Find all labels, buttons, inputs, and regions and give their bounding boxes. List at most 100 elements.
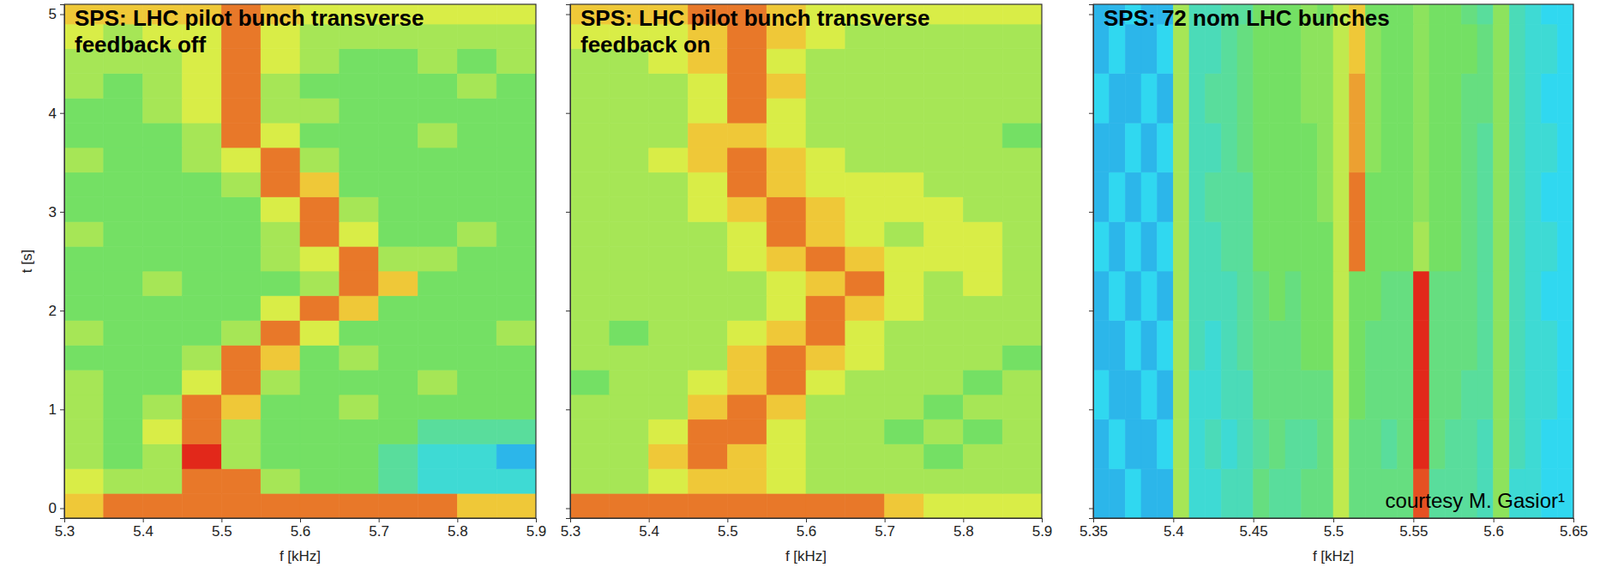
cell [496,172,536,198]
cell [649,197,689,223]
cell [1349,172,1366,223]
tick [565,211,571,213]
cell [1124,468,1142,518]
tick-label: 5.45 [1239,523,1269,540]
cell [1189,172,1206,223]
cell [418,419,458,445]
cell [260,221,301,247]
cell [457,419,497,445]
cell [1365,270,1382,321]
tick-label: 5.6 [1483,523,1504,540]
cell [1461,369,1478,420]
cell [962,344,1003,370]
cell [649,97,689,123]
cell [457,369,497,395]
cell [1002,394,1042,420]
cell [1333,468,1350,518]
cell [1285,221,1302,271]
cell [64,320,104,346]
cell [103,221,144,247]
cell [1397,369,1414,420]
cell [1253,419,1270,470]
cell [496,295,536,321]
tick-label: 5.3 [560,523,582,540]
cell [300,344,340,370]
cell [1002,493,1042,518]
tick-mark [806,517,807,523]
cell [260,270,301,296]
cell [766,122,807,148]
cell [1557,4,1574,25]
cell [457,270,497,296]
cell [924,48,964,74]
cell [924,320,964,346]
cell [1317,320,1334,371]
cell [300,419,340,445]
cell [1141,270,1158,321]
cell [845,246,885,271]
cell [418,197,458,223]
cell [806,97,846,123]
cell [378,320,419,346]
cell [1413,172,1430,223]
cell [649,493,689,518]
cell [1205,172,1222,223]
cell [143,97,183,123]
tick [565,310,571,312]
axis-line [1094,518,1575,524]
cell [806,147,846,173]
cell [339,73,379,99]
cell [1397,270,1414,321]
cell [418,147,458,173]
cell [609,246,650,271]
cell [1461,221,1478,271]
cell [609,468,650,494]
tick-mark [1088,14,1094,16]
cell [1109,419,1126,470]
cell [1109,24,1126,74]
tick-mark [300,517,301,523]
cell [300,394,340,420]
cell [1124,270,1142,321]
cell [766,493,807,518]
cell [924,295,964,321]
cell [1172,73,1190,124]
cell [1253,73,1270,124]
cell [1365,73,1382,124]
cell [143,369,183,395]
cell [1381,221,1398,271]
cell [496,24,536,49]
cell [1349,320,1366,371]
cell [221,493,261,518]
cell [1124,172,1142,223]
cell [766,394,807,420]
cell [1269,369,1286,420]
cell [1461,122,1478,173]
cell [570,73,610,99]
tick: 5.5 [211,517,233,540]
cell [649,270,689,296]
cell [806,320,846,346]
cell [1253,24,1270,74]
cell [221,48,261,74]
cell [1493,270,1510,321]
cell [609,419,650,445]
cell [727,394,767,420]
cell [1349,24,1366,74]
tick-label: 5.6 [796,523,818,540]
cell [1002,444,1042,470]
cell [924,73,964,99]
axis-line [65,518,537,524]
cell [1189,369,1206,420]
cell [1413,270,1430,321]
tick [1088,409,1094,410]
cell [1141,122,1158,173]
cell [845,444,885,470]
cell [300,172,340,198]
cell [378,97,419,123]
cell [221,246,261,271]
axis-line [1088,5,1095,519]
cell [649,122,689,148]
cell [570,221,610,247]
cell [845,270,885,296]
